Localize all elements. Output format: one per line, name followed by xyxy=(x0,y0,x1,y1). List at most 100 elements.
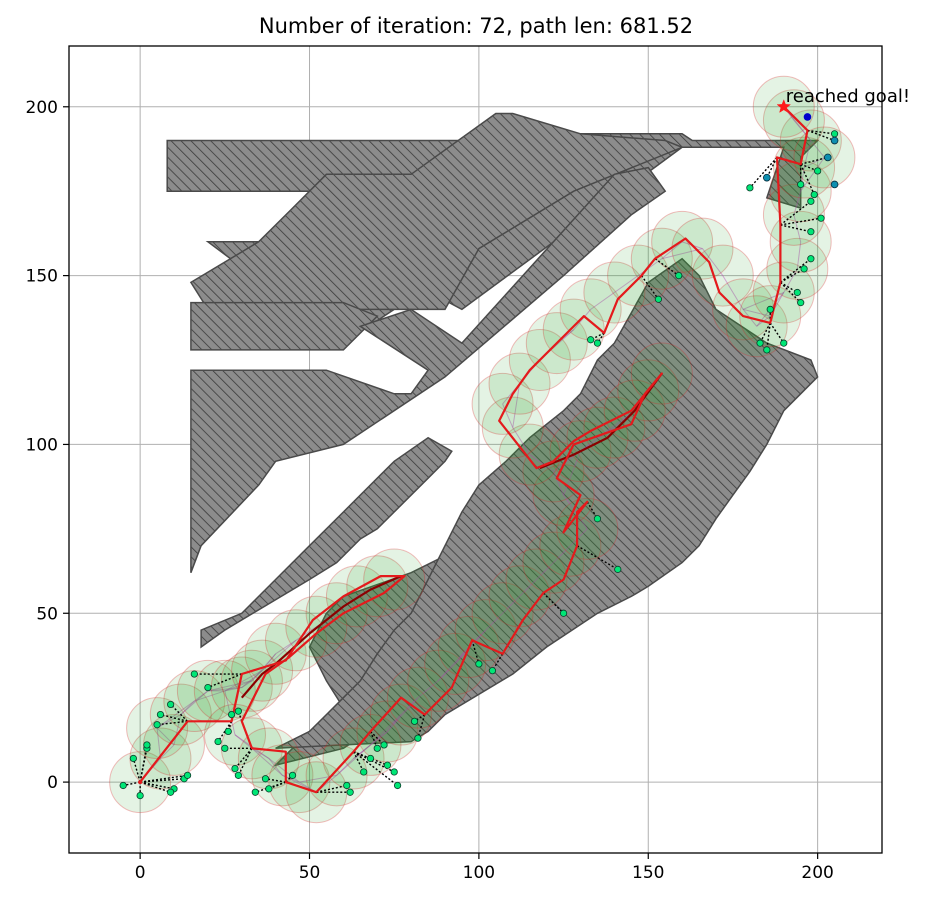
corridor-edge xyxy=(793,191,802,215)
frontier-node xyxy=(830,180,839,189)
corridor-edge xyxy=(793,119,812,141)
corridor-edge xyxy=(241,680,253,688)
sample-circles xyxy=(109,75,856,824)
x-tick-label: 100 xyxy=(463,863,495,883)
sample-link xyxy=(807,129,835,135)
corridor-edge xyxy=(241,670,263,688)
sample-link xyxy=(654,258,680,277)
x-tick-label: 200 xyxy=(801,863,833,883)
corridor-edge xyxy=(437,646,470,682)
corridor-edge xyxy=(502,403,514,428)
sample-node xyxy=(204,683,212,692)
corridor-edge xyxy=(590,292,615,310)
obstacle xyxy=(275,257,819,750)
corridor-edge xyxy=(573,309,592,330)
sample-link xyxy=(140,778,185,783)
sample-node xyxy=(119,781,127,790)
frontier-node xyxy=(830,136,839,145)
sample-node xyxy=(129,754,137,763)
corridor-edge xyxy=(529,454,554,472)
corridor-edge xyxy=(536,562,554,580)
sample-link xyxy=(542,592,565,614)
sample-link xyxy=(285,774,294,783)
corridor-edge xyxy=(454,646,470,665)
sample-link xyxy=(156,720,188,726)
corridor-edge xyxy=(553,545,571,563)
corridor-edge xyxy=(156,728,161,759)
corridor-edge xyxy=(722,275,744,310)
x-tick-label: 150 xyxy=(632,863,664,883)
corridor-edge xyxy=(207,680,253,692)
sample-circle xyxy=(471,372,534,435)
sample-circle xyxy=(739,285,802,348)
sample-circle xyxy=(424,632,487,695)
extra-node-marker xyxy=(803,113,812,121)
sample-link xyxy=(471,640,480,665)
corridor-edge xyxy=(353,731,388,759)
sample-node xyxy=(393,781,402,790)
corridor-edge xyxy=(251,670,263,682)
corridor-edge xyxy=(702,248,724,276)
corridor-edge xyxy=(275,639,297,655)
corridor-edge xyxy=(512,427,531,455)
sample-node xyxy=(251,788,259,796)
corridor-edge xyxy=(336,744,371,776)
sample-nodes xyxy=(119,130,839,800)
sample-node xyxy=(234,771,242,779)
corridor-edge xyxy=(563,451,581,496)
sample-node xyxy=(383,761,392,769)
corridor-edge xyxy=(437,663,456,682)
sample-circle xyxy=(231,639,294,702)
sample-link xyxy=(780,224,812,233)
corridor-edge xyxy=(614,275,639,293)
x-tick-label: 50 xyxy=(299,863,321,883)
corridor-edge xyxy=(810,140,825,158)
start-marker xyxy=(138,780,143,785)
solution-path xyxy=(139,106,809,794)
frontier-node xyxy=(763,173,771,182)
sample-node xyxy=(756,339,764,347)
annotation-group: reached goal! xyxy=(786,86,910,107)
plot-frame xyxy=(68,45,883,854)
sample-node xyxy=(830,130,839,138)
sample-node xyxy=(807,197,815,205)
sample-circle xyxy=(522,531,585,594)
sample-node xyxy=(366,754,375,763)
corridor-edge xyxy=(502,596,520,614)
sample-node xyxy=(807,228,815,236)
sample-node xyxy=(380,741,388,749)
sample-link xyxy=(417,714,426,739)
corridor-edge xyxy=(336,758,354,776)
sample-node xyxy=(228,710,236,719)
sample-node xyxy=(593,515,602,523)
goal-annotation: reached goal! xyxy=(786,86,910,107)
sample-link xyxy=(369,731,378,749)
sample-circle xyxy=(339,713,402,776)
sample-node xyxy=(587,336,595,344)
sample-node xyxy=(234,707,242,715)
sample-link xyxy=(780,217,822,226)
sample-circle xyxy=(773,136,836,199)
corridor-edge xyxy=(194,690,209,702)
sample-node xyxy=(224,727,232,736)
plot-area xyxy=(109,75,856,824)
sample-node xyxy=(360,768,368,776)
sample-link xyxy=(139,781,171,793)
obstacle xyxy=(190,301,379,351)
corridor-edge xyxy=(194,690,225,702)
sample-node xyxy=(797,299,805,307)
sample-link xyxy=(769,322,785,344)
sample-node xyxy=(265,785,273,793)
corridor-edge xyxy=(400,697,419,715)
y-tick-label: 100 xyxy=(26,435,58,455)
sample-node xyxy=(654,295,663,303)
sample-link xyxy=(316,784,347,793)
sample-link xyxy=(234,747,253,770)
sample-node xyxy=(746,184,754,192)
path-line xyxy=(139,106,809,794)
sample-node xyxy=(143,741,151,749)
sample-node xyxy=(814,167,822,175)
obstacles xyxy=(166,112,820,767)
corridor-edge xyxy=(552,471,565,496)
